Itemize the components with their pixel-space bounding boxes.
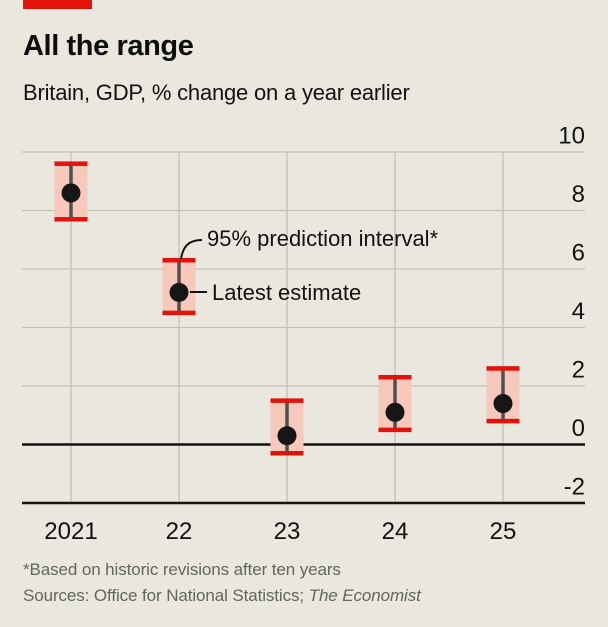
y-tick-label-8: 8 bbox=[572, 181, 585, 208]
interval-cap-high-25 bbox=[486, 366, 520, 371]
interval-cap-low-22 bbox=[162, 310, 196, 316]
interval-cap-high-24 bbox=[378, 374, 412, 380]
red-accent-bar bbox=[23, 0, 92, 9]
footnote-block: *Based on historic revisions after ten y… bbox=[23, 557, 421, 609]
interval-cap-low-23 bbox=[270, 451, 304, 456]
x-tick-label-24: 24 bbox=[382, 518, 409, 545]
chart-subtitle: Britain, GDP, % change on a year earlier bbox=[23, 80, 410, 105]
estimate-dot-25 bbox=[493, 394, 513, 414]
sources-line: Sources: Office for National Statistics;… bbox=[23, 583, 421, 609]
y-tick-label-6: 6 bbox=[572, 240, 585, 267]
interval-cap-low-2021 bbox=[54, 217, 88, 222]
y-tick-label-0: 0 bbox=[572, 415, 585, 442]
interval-cap-high-2021 bbox=[54, 161, 88, 166]
prediction-interval-leader-line bbox=[180, 239, 203, 260]
annotation-latest-estimate: Latest estimate bbox=[212, 280, 361, 305]
interval-cap-low-25 bbox=[486, 418, 520, 424]
y-tick-label-4: 4 bbox=[572, 298, 585, 325]
y-tick-label-2: 2 bbox=[572, 357, 585, 384]
x-tick-label-2021: 2021 bbox=[44, 518, 97, 545]
interval-cap-low-24 bbox=[378, 427, 412, 433]
estimate-dot-22 bbox=[169, 282, 189, 302]
interval-cap-high-23 bbox=[270, 398, 304, 403]
y-tick-label-10: 10 bbox=[558, 123, 585, 150]
estimate-dot-24 bbox=[385, 402, 405, 422]
sources-text: Sources: Office for National Statistics; bbox=[23, 586, 309, 605]
x-tick-label-22: 22 bbox=[166, 518, 193, 545]
x-tick-label-23: 23 bbox=[274, 518, 301, 545]
y-tick-label--2: -2 bbox=[564, 474, 585, 501]
chart-title: All the range bbox=[23, 30, 194, 62]
estimate-dot-2021 bbox=[61, 183, 81, 203]
interval-cap-high-22 bbox=[162, 257, 196, 263]
annotation-prediction-interval: 95% prediction interval* bbox=[207, 226, 439, 251]
sources-publication: The Economist bbox=[308, 586, 421, 605]
x-tick-label-25: 25 bbox=[490, 518, 517, 545]
estimate-dot-23 bbox=[277, 426, 297, 446]
footnote-line: *Based on historic revisions after ten y… bbox=[23, 560, 341, 579]
